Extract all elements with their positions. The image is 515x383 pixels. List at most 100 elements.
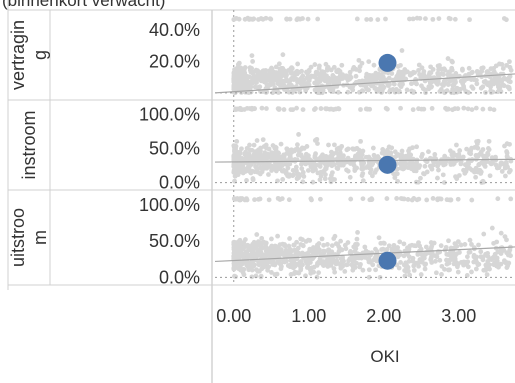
data-point: [484, 272, 490, 278]
data-point: [478, 85, 484, 91]
data-point: [275, 233, 280, 239]
data-point: [241, 244, 247, 250]
data-point: [417, 15, 423, 21]
data-point: [308, 260, 313, 265]
row-label-text: uitstroo: [8, 208, 28, 267]
data-point: [287, 156, 292, 161]
data-point: [242, 16, 248, 22]
data-point: [446, 238, 451, 244]
data-point: [266, 197, 272, 203]
data-point: [455, 106, 461, 112]
data-point: [440, 82, 446, 88]
data-point: [259, 235, 265, 241]
data-point: [319, 236, 325, 242]
data-point: [346, 258, 352, 264]
data-point: [366, 256, 372, 262]
y-tick-label: 0.0%: [159, 267, 200, 287]
data-point: [398, 84, 404, 90]
data-point: [481, 179, 486, 185]
data-point: [260, 137, 266, 143]
data-point: [286, 243, 292, 249]
data-point: [314, 70, 320, 76]
data-point: [467, 249, 473, 255]
data-point: [284, 146, 290, 152]
data-point: [418, 251, 424, 257]
data-point: [331, 151, 336, 157]
data-point: [340, 76, 345, 81]
data-point: [462, 168, 468, 174]
data-point: [504, 164, 510, 170]
data-point: [278, 247, 284, 253]
x-tick-label: 0.00: [216, 306, 251, 326]
data-point: [275, 178, 280, 184]
data-point: [267, 154, 272, 160]
data-point: [368, 17, 374, 22]
data-point: [291, 242, 297, 248]
data-point: [461, 259, 467, 265]
data-point: [281, 107, 287, 112]
data-point: [300, 179, 306, 185]
data-point: [381, 240, 386, 246]
data-point: [295, 175, 300, 181]
data-point: [320, 262, 326, 268]
data-point: [499, 78, 505, 84]
data-point: [366, 154, 372, 160]
data-point: [345, 146, 351, 152]
data-point: [357, 150, 363, 155]
data-point: [323, 172, 328, 177]
data-point: [505, 263, 511, 269]
data-point: [298, 259, 304, 264]
data-point: [437, 257, 443, 263]
highlight-point: [378, 155, 397, 174]
data-point: [240, 267, 246, 272]
data-point: [442, 153, 448, 159]
data-point: [255, 71, 261, 77]
data-point: [309, 197, 314, 203]
data-point: [417, 257, 423, 262]
data-point: [324, 163, 330, 168]
data-point: [396, 265, 402, 271]
data-point: [409, 160, 415, 166]
data-point: [233, 156, 239, 162]
data-point: [247, 260, 253, 266]
data-point: [428, 70, 434, 76]
data-point: [447, 252, 453, 257]
data-point: [395, 64, 401, 69]
data-point: [494, 239, 500, 245]
data-point: [469, 269, 474, 275]
y-tick-label: 50.0%: [149, 138, 200, 158]
data-point: [461, 105, 467, 111]
data-point: [295, 142, 300, 148]
data-point: [429, 166, 435, 172]
data-point: [280, 52, 286, 58]
data-point: [441, 180, 447, 185]
data-point: [340, 162, 346, 168]
data-point: [498, 162, 503, 168]
data-point: [334, 165, 340, 171]
data-point: [238, 261, 244, 267]
data-point: [399, 152, 405, 158]
data-point: [360, 267, 366, 273]
data-point: [324, 73, 329, 79]
data-point: [460, 81, 466, 86]
row-label-instroom: instroom: [19, 110, 39, 179]
data-point: [265, 260, 270, 265]
data-point: [469, 197, 475, 203]
data-point: [404, 269, 410, 274]
data-point: [318, 173, 324, 179]
data-point: [244, 105, 250, 111]
data-point: [468, 158, 474, 164]
data-point: [366, 59, 372, 65]
data-point: [284, 16, 290, 22]
data-point: [276, 78, 282, 84]
data-point: [273, 70, 279, 75]
data-point: [386, 144, 392, 150]
data-point: [448, 197, 454, 203]
data-point: [312, 62, 318, 67]
panel-uitstroom: 100.0% 50.0% 0.0% uitstroo m: [8, 195, 515, 287]
data-point: [344, 167, 349, 173]
data-point: [469, 107, 475, 112]
data-point: [367, 197, 373, 203]
data-point: [294, 168, 299, 174]
data-point: [264, 145, 269, 151]
